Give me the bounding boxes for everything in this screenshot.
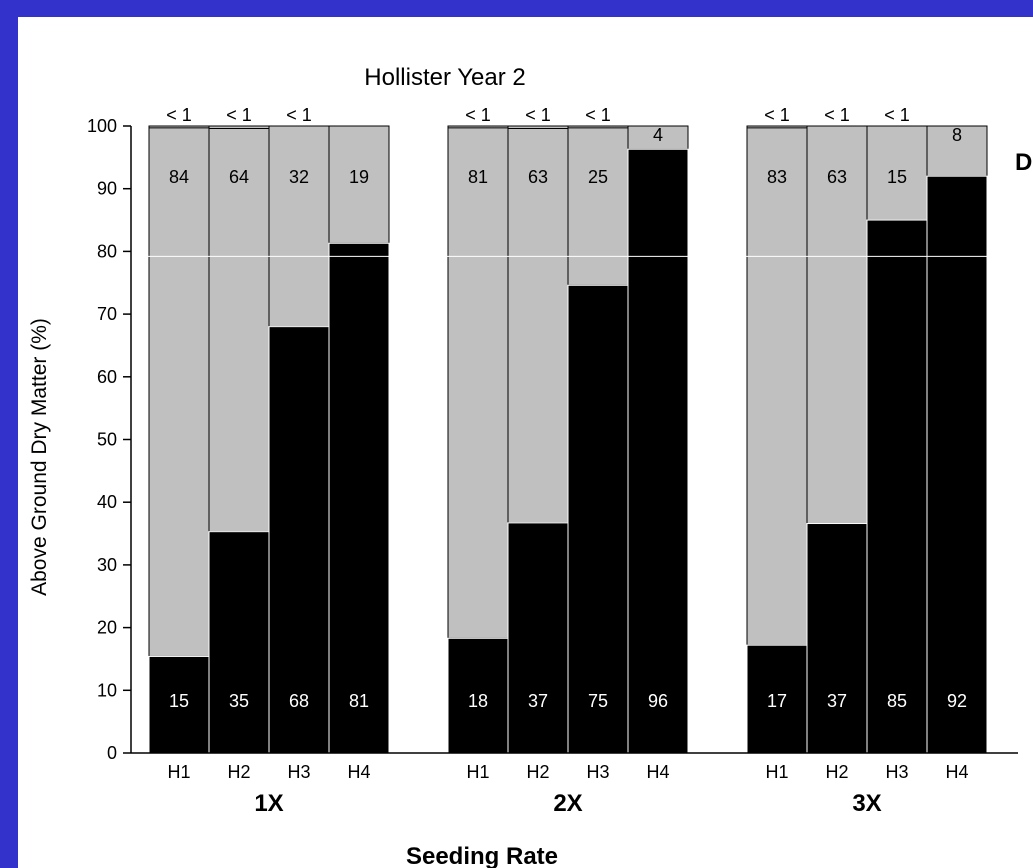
y-tick-label: 80 bbox=[97, 241, 117, 261]
bar-black-segment bbox=[806, 523, 868, 754]
bar-black-segment bbox=[507, 522, 569, 754]
top-value-label: < 1 bbox=[226, 105, 252, 125]
gray-value-label: 15 bbox=[887, 167, 907, 187]
black-value-label: 37 bbox=[827, 691, 847, 711]
black-value-label: 18 bbox=[468, 691, 488, 711]
y-axis-label: Above Ground Dry Matter (%) bbox=[28, 318, 51, 596]
y-tick-label: 70 bbox=[97, 304, 117, 324]
black-value-label: 75 bbox=[588, 691, 608, 711]
black-value-label: 92 bbox=[947, 691, 967, 711]
bar-gray-segment bbox=[926, 125, 988, 177]
x-axis-label: Seeding Rate bbox=[406, 843, 558, 868]
black-value-label: 17 bbox=[767, 691, 787, 711]
black-value-label: 15 bbox=[169, 691, 189, 711]
gray-value-label: 8 bbox=[952, 125, 962, 145]
top-value-label: < 1 bbox=[824, 105, 850, 125]
bar-black-segment bbox=[866, 219, 928, 754]
group-label: 1X bbox=[254, 790, 283, 817]
y-tick-label: 30 bbox=[97, 555, 117, 575]
x-tick-label: H1 bbox=[466, 762, 489, 782]
y-tick-label: 20 bbox=[97, 618, 117, 638]
x-tick-label: H3 bbox=[885, 762, 908, 782]
bar-gray-segment bbox=[328, 125, 390, 244]
x-tick-label: H2 bbox=[526, 762, 549, 782]
bar-gray-segment bbox=[148, 125, 210, 657]
x-tick-label: H3 bbox=[287, 762, 310, 782]
top-value-label: < 1 bbox=[884, 105, 910, 125]
bar-black-segment bbox=[567, 284, 629, 754]
bar-gray-segment bbox=[507, 125, 569, 524]
gray-value-label: 4 bbox=[653, 125, 663, 145]
x-tick-label: H4 bbox=[945, 762, 968, 782]
cutoff-label: D bbox=[1015, 149, 1032, 176]
chart-frame: Hollister Year 2 Above Ground Dry Matter… bbox=[18, 17, 1033, 868]
black-value-label: 96 bbox=[648, 691, 668, 711]
group-label: 3X bbox=[852, 790, 881, 817]
gray-value-label: 64 bbox=[229, 167, 249, 187]
bar-black-segment bbox=[926, 175, 988, 754]
x-tick-label: H2 bbox=[825, 762, 848, 782]
top-value-label: < 1 bbox=[764, 105, 790, 125]
black-value-label: 85 bbox=[887, 691, 907, 711]
gray-value-label: 63 bbox=[528, 167, 548, 187]
y-tick-label: 0 bbox=[107, 743, 117, 763]
black-value-label: 68 bbox=[289, 691, 309, 711]
black-value-label: 35 bbox=[229, 691, 249, 711]
gray-value-label: 32 bbox=[289, 167, 309, 187]
x-tick-label: H2 bbox=[227, 762, 250, 782]
bar-gray-segment bbox=[806, 125, 868, 525]
top-value-label: < 1 bbox=[525, 105, 551, 125]
gray-value-label: 25 bbox=[588, 167, 608, 187]
y-tick-label: 60 bbox=[97, 367, 117, 387]
bar-black-segment bbox=[208, 531, 270, 754]
bar-black-segment bbox=[328, 242, 390, 754]
chart-title: Hollister Year 2 bbox=[364, 64, 525, 91]
y-tick-label: 100 bbox=[87, 116, 117, 136]
top-value-label: < 1 bbox=[286, 105, 312, 125]
bar-gray-segment bbox=[208, 125, 270, 533]
top-value-label: < 1 bbox=[465, 105, 491, 125]
top-value-label: < 1 bbox=[585, 105, 611, 125]
bar-black-segment bbox=[447, 637, 509, 754]
bar-black-segment bbox=[268, 326, 330, 754]
gray-value-label: 83 bbox=[767, 167, 787, 187]
bar-gray-segment bbox=[746, 125, 808, 646]
gray-value-label: 63 bbox=[827, 167, 847, 187]
gray-value-label: 19 bbox=[349, 167, 369, 187]
x-tick-label: H1 bbox=[167, 762, 190, 782]
x-tick-label: H1 bbox=[765, 762, 788, 782]
black-value-label: 37 bbox=[528, 691, 548, 711]
gray-value-label: 84 bbox=[169, 167, 189, 187]
bar-gray-segment bbox=[447, 125, 509, 639]
stacked-bar-chart: Hollister Year 2 Above Ground Dry Matter… bbox=[28, 64, 1032, 868]
x-tick-label: H4 bbox=[347, 762, 370, 782]
x-tick-label: H3 bbox=[586, 762, 609, 782]
y-tick-label: 50 bbox=[97, 430, 117, 450]
top-value-label: < 1 bbox=[166, 105, 192, 125]
y-tick-label: 40 bbox=[97, 492, 117, 512]
bar-gray-segment bbox=[268, 125, 330, 328]
y-tick-label: 10 bbox=[97, 680, 117, 700]
black-value-label: 81 bbox=[349, 691, 369, 711]
bar-gray-segment bbox=[567, 125, 629, 286]
y-tick-label: 90 bbox=[97, 179, 117, 199]
gray-value-label: 81 bbox=[468, 167, 488, 187]
x-tick-label: H4 bbox=[646, 762, 669, 782]
bar-black-segment bbox=[627, 148, 689, 754]
group-label: 2X bbox=[553, 790, 582, 817]
